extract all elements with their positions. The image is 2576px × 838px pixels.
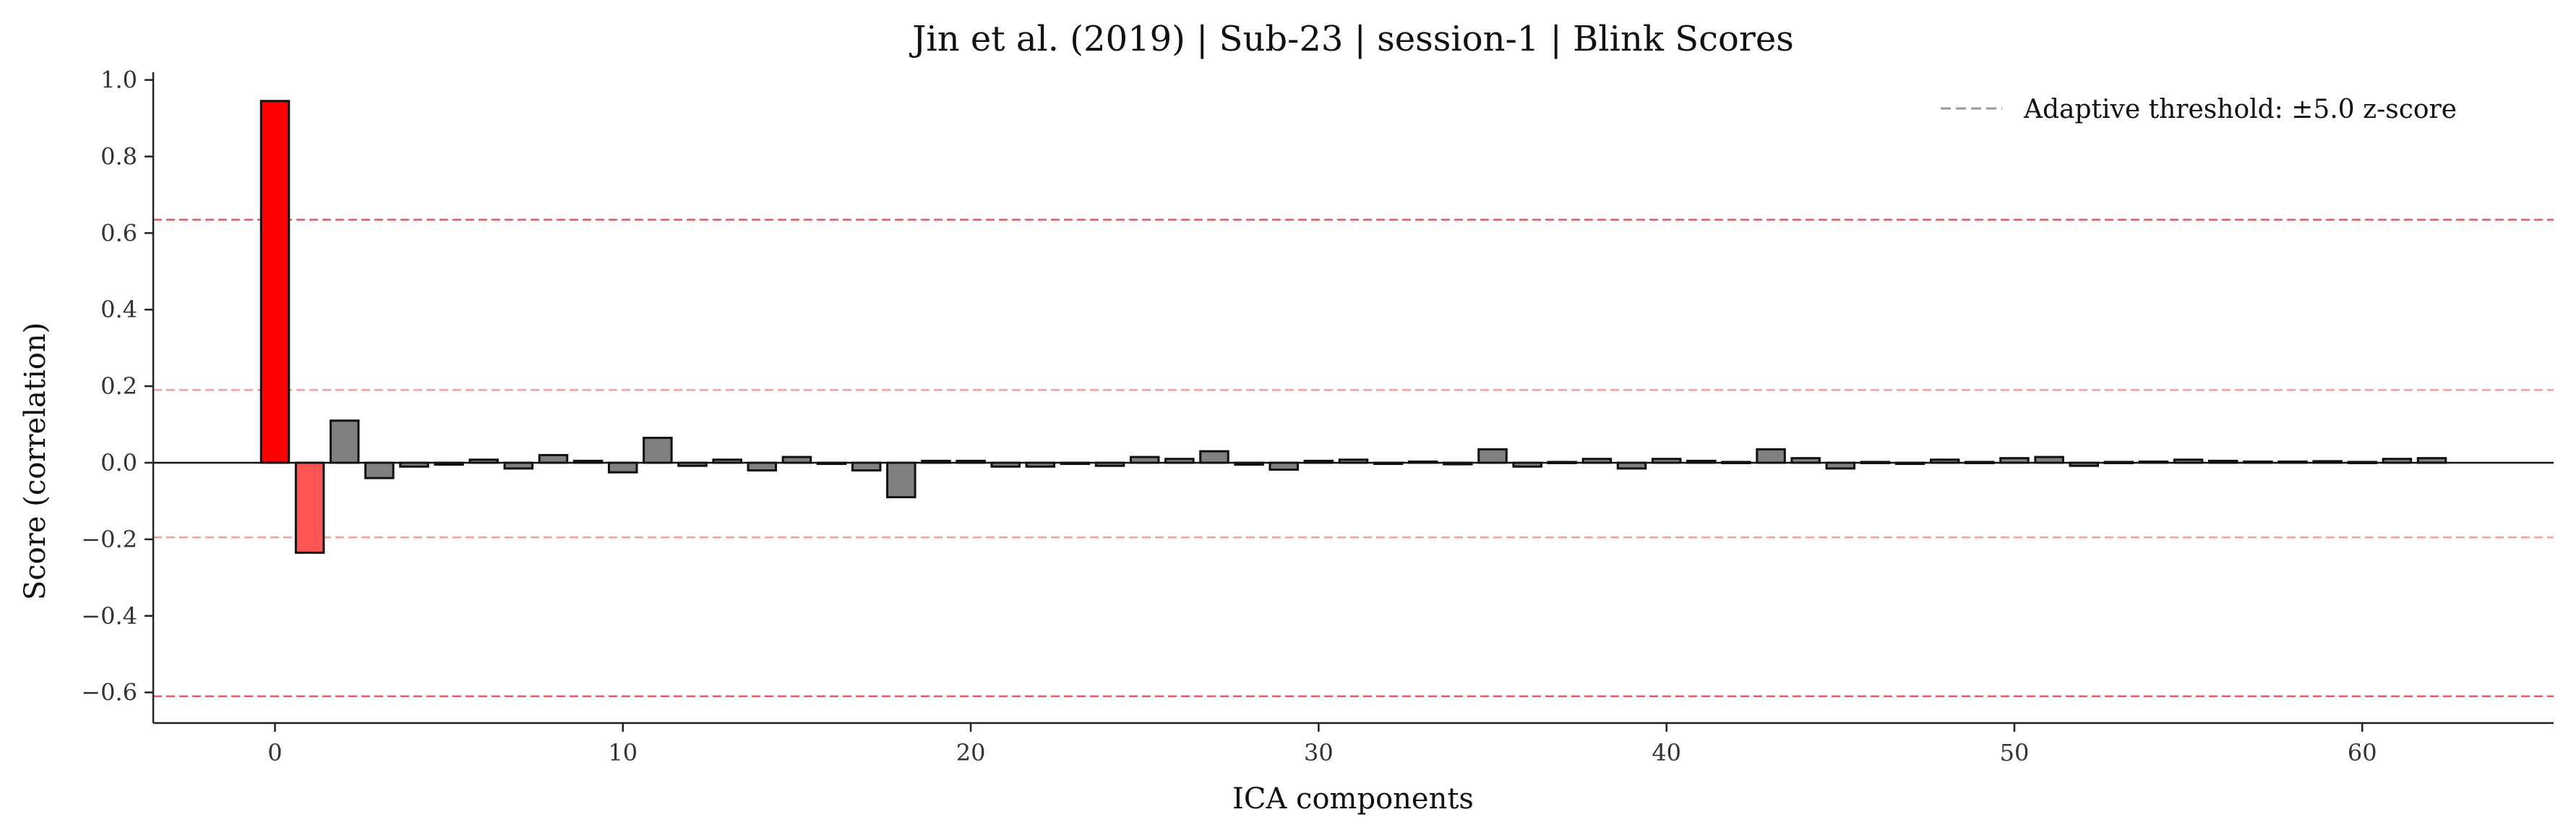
y-tick-label: 0.2	[100, 372, 137, 400]
bar-component-10	[608, 461, 638, 474]
x-tick-label: 30	[1304, 739, 1334, 766]
y-tick-label: −0.2	[81, 526, 137, 553]
bar-component-17	[851, 461, 882, 472]
bar-component-11	[643, 437, 673, 464]
x-tick-label: 40	[1652, 739, 1681, 766]
bar-component-1	[294, 461, 325, 554]
x-tick-label: 50	[2000, 739, 2030, 766]
y-tick-label: −0.4	[81, 602, 137, 630]
tick-labels: −0.6 −0.4 −0.2 0.0 0.2 0.4 0.6 0.8 1.0 0 10 20 30 40 5…	[81, 67, 2377, 766]
chart-title: Jin et al. (2019) | Sub-23 | session-1 |…	[909, 19, 1794, 59]
bar-component-18	[886, 461, 916, 499]
x-tick-label: 0	[267, 739, 282, 766]
bar-component-43	[1756, 448, 1786, 464]
y-tick-label: 0.4	[100, 296, 137, 323]
bar-component-3	[364, 461, 395, 479]
y-tick-label: 0.8	[100, 142, 137, 170]
bar-component-29	[1268, 461, 1299, 471]
x-tick-label: 10	[608, 739, 637, 766]
bar-component-27	[1199, 450, 1229, 464]
axes	[152, 72, 2554, 724]
threshold-lines	[153, 218, 2554, 698]
legend: Adaptive threshold: ±5.0 z-score	[1941, 95, 2457, 124]
y-tick-label: 1.0	[100, 67, 137, 94]
y-tick-label: 0.0	[100, 449, 137, 476]
y-axis-label: Score (correlation)	[19, 322, 52, 600]
y-tick-label: 0.6	[100, 219, 137, 247]
legend-label: Adaptive threshold: ±5.0 z-score	[2023, 95, 2457, 124]
bar-component-8	[538, 453, 569, 464]
x-axis-label: ICA components	[1232, 782, 1474, 816]
bar-component-2	[329, 419, 360, 464]
bars	[259, 100, 2447, 554]
x-tick-label: 20	[956, 739, 986, 766]
x-tick-label: 60	[2348, 739, 2377, 766]
y-tick-label: −0.6	[81, 679, 137, 706]
bar-component-14	[747, 461, 778, 472]
bar-component-0	[259, 100, 291, 464]
bar-component-35	[1477, 448, 1508, 464]
